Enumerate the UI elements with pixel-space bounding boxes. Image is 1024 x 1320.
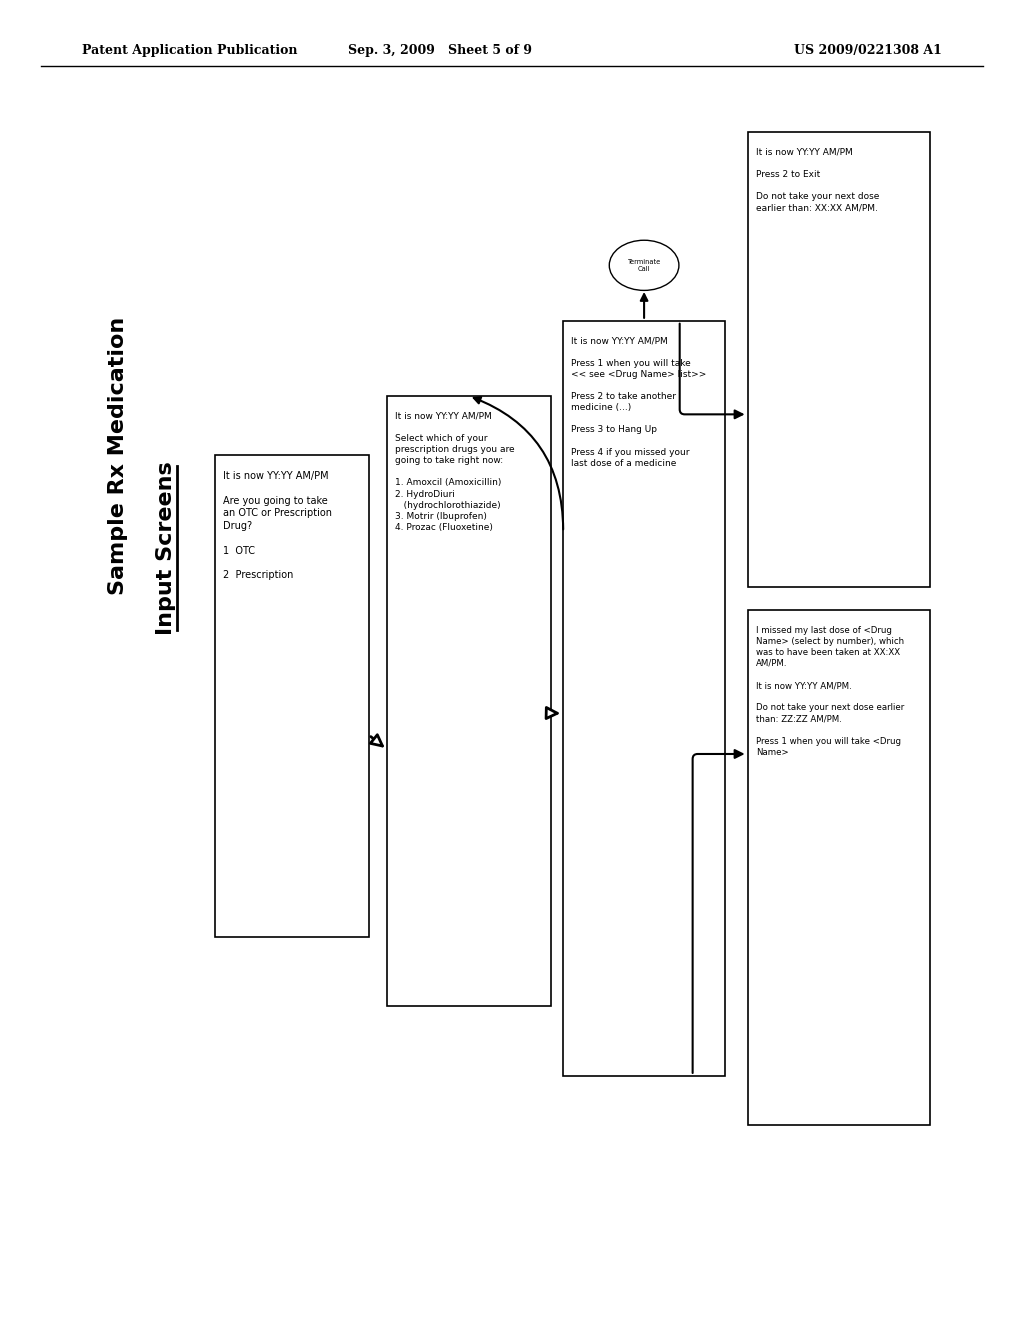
- Ellipse shape: [609, 240, 679, 290]
- Text: Patent Application Publication: Patent Application Publication: [82, 44, 297, 57]
- Text: Fig. 5: Fig. 5: [821, 1047, 879, 1065]
- Text: It is now YY:YY AM/PM

Select which of your
prescription drugs you are
going to : It is now YY:YY AM/PM Select which of yo…: [395, 412, 515, 532]
- Bar: [563, 321, 725, 1076]
- Bar: [387, 396, 551, 1006]
- Text: Terminate
Call: Terminate Call: [628, 259, 660, 272]
- Text: US 2009/0221308 A1: US 2009/0221308 A1: [795, 44, 942, 57]
- Text: Sep. 3, 2009   Sheet 5 of 9: Sep. 3, 2009 Sheet 5 of 9: [348, 44, 532, 57]
- Text: It is now YY:YY AM/PM

Are you going to take
an OTC or Prescription
Drug?

1  OT: It is now YY:YY AM/PM Are you going to t…: [223, 471, 332, 581]
- Text: It is now YY:YY AM/PM

Press 2 to Exit

Do not take your next dose
earlier than:: It is now YY:YY AM/PM Press 2 to Exit Do…: [756, 148, 879, 213]
- Bar: [215, 455, 369, 937]
- Text: Sample Rx Medication: Sample Rx Medication: [108, 317, 128, 594]
- Text: Input Screens: Input Screens: [156, 461, 176, 635]
- Text: I missed my last dose of <Drug
Name> (select by number), which
was to have been : I missed my last dose of <Drug Name> (se…: [756, 626, 904, 756]
- Text: It is now YY:YY AM/PM

Press 1 when you will take
<< see <Drug Name> list>>

Pre: It is now YY:YY AM/PM Press 1 when you w…: [571, 337, 707, 467]
- Bar: [748, 132, 930, 587]
- Bar: [748, 610, 930, 1125]
